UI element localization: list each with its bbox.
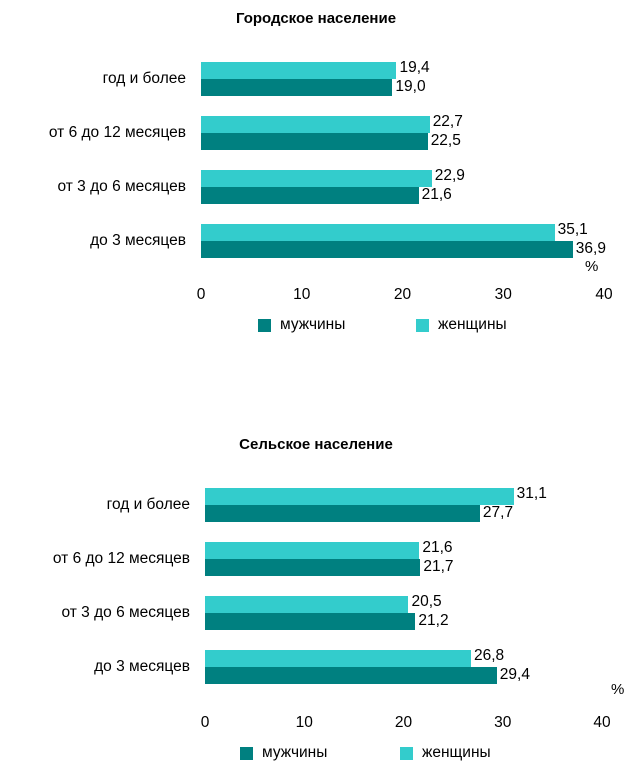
category-label: до 3 месяцев [90, 232, 186, 249]
x-tick-label: 10 [295, 714, 313, 731]
legend-item-women: женщины [400, 744, 491, 762]
legend-label-men: мужчины [280, 316, 346, 333]
value-label-women: 35,1 [557, 221, 588, 238]
category-label: от 6 до 12 месяцев [48, 124, 186, 141]
value-label-men: 21,6 [421, 186, 452, 203]
x-tick-label: 20 [394, 714, 413, 731]
bar-men [201, 133, 428, 150]
value-label-women: 31,1 [516, 485, 547, 502]
legend-swatch-women [416, 318, 429, 332]
legend-item-men: мужчины [258, 316, 345, 334]
value-label-men: 29,4 [499, 666, 530, 683]
value-label-men: 27,7 [482, 504, 514, 521]
value-label-women: 22,7 [432, 113, 463, 130]
value-label-women: 22,9 [434, 167, 465, 184]
category-label: от 3 до 6 месяцев [61, 604, 191, 621]
bar-men [201, 187, 419, 204]
legend-label-women: женщины [438, 316, 507, 333]
bar-men [201, 241, 573, 258]
category-label: год и более [102, 70, 186, 87]
chart-title: Сельское население [239, 436, 393, 453]
bar-women [205, 596, 409, 613]
unit-label: % [585, 258, 599, 275]
legend-swatch-men [258, 318, 271, 332]
category-label: год и более [106, 496, 190, 513]
value-label-men: 21,2 [418, 612, 449, 629]
x-tick-label: 0 [196, 286, 206, 303]
value-label-men: 21,7 [423, 558, 454, 575]
legend-item-men: мужчины [240, 744, 327, 762]
legend-label-women: женщины [422, 744, 491, 761]
legend-swatch-men [240, 746, 253, 760]
bar-women [201, 224, 555, 241]
bar-women [205, 542, 420, 559]
value-label-women: 21,6 [422, 539, 453, 556]
bar-women [201, 170, 432, 187]
bar-women [201, 62, 397, 79]
category-label: от 6 до 12 месяцев [52, 550, 190, 567]
chart-title: Городское население [235, 10, 397, 27]
bar-women [201, 116, 430, 133]
x-tick-label: 20 [393, 286, 412, 303]
category-label: до 3 месяцев [94, 658, 190, 675]
category-label: от 3 до 6 месяцев [57, 178, 187, 195]
bar-men [205, 505, 480, 522]
bar-men [205, 559, 421, 576]
chart-urban-population: Городское население год и более 19,4 19,0 о… [0, 0, 632, 380]
bar-men [205, 613, 416, 630]
bar-women [205, 488, 514, 505]
x-tick-label: 40 [593, 714, 611, 731]
value-label-women: 26,8 [473, 647, 505, 664]
x-tick-label: 30 [494, 714, 512, 731]
chart-rural-population: Сельское население год и более 31,1 27,7 от… [0, 380, 632, 762]
x-tick-label: 10 [293, 286, 311, 303]
legend-swatch-women [400, 746, 413, 760]
value-label-men: 19,0 [395, 78, 426, 95]
value-label-women: 20,5 [411, 593, 442, 610]
value-label-men: 22,5 [430, 132, 461, 149]
value-label-men: 36,9 [575, 240, 606, 257]
legend-item-women: женщины [416, 316, 507, 334]
x-tick-label: 30 [494, 286, 512, 303]
value-label-women: 19,4 [399, 59, 430, 76]
unit-label: % [611, 681, 625, 698]
bar-women [205, 650, 471, 667]
x-tick-label: 40 [595, 286, 613, 303]
legend-label-men: мужчины [262, 744, 328, 761]
x-tick-label: 0 [200, 714, 210, 731]
bar-men [201, 79, 393, 96]
bar-men [205, 667, 497, 684]
